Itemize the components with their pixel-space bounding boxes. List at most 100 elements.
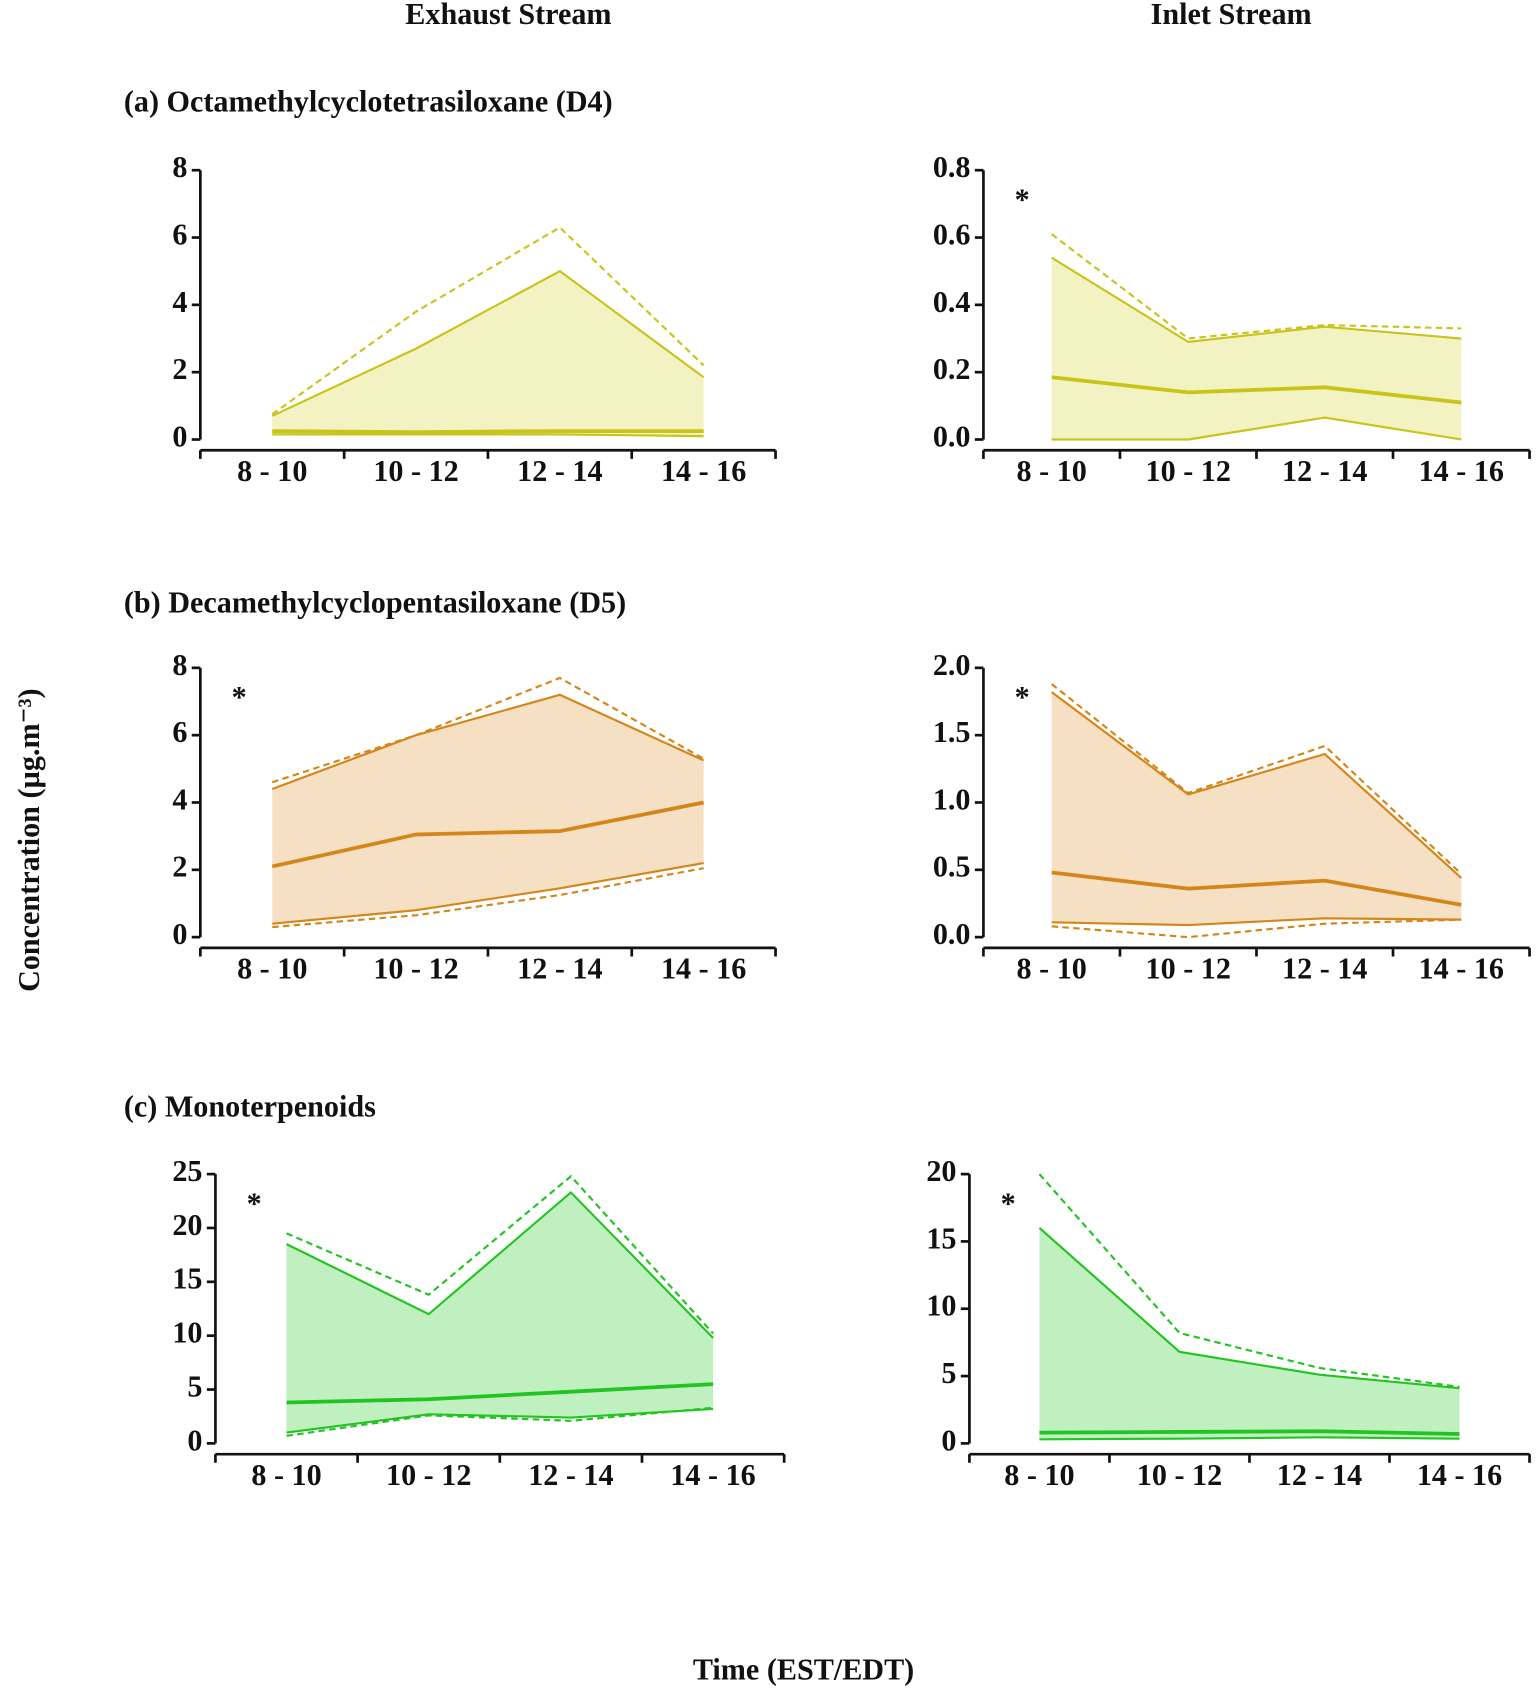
x-tick-label: 8 - 10 [1017,454,1087,488]
y-tick-label: 0.8 [933,150,971,184]
y-tick-label: 0.4 [933,285,971,319]
line [286,1382,714,1405]
x-tick-label: 8 - 10 [1004,1458,1074,1492]
dashed-line [271,676,705,784]
line [1051,870,1462,907]
dashed-line [272,867,704,929]
line [272,862,704,925]
x-axis-label: Time (EST/EDT) [693,1653,914,1687]
y-tick-label: 2 [172,352,187,386]
dashed-line [271,226,705,416]
line [286,1190,714,1339]
dashed-line [1051,683,1463,875]
x-tick-label: 10 - 12 [1146,454,1231,488]
dashed-line [1038,1173,1460,1388]
y-tick-label: 2 [172,850,187,884]
x-tick-label: 12 - 14 [517,952,602,986]
line [1051,416,1462,441]
y-axis-label: Concentration (µg.m⁻³) [12,688,46,991]
line [1038,1227,1460,1390]
annotation: * [1015,182,1030,216]
y-tick-label: 0 [172,419,187,453]
y-tick-label: 1.5 [933,715,971,749]
annotation: * [247,1186,262,1220]
y-tick-label: 0.0 [933,917,971,951]
band-area [1051,257,1462,440]
y-tick-label: 10 [172,1316,202,1350]
x-tick-label: 14 - 16 [1419,454,1504,488]
line [1051,691,1462,879]
y-tick-label: 8 [172,150,187,184]
x-tick-label: 14 - 16 [1419,952,1504,986]
y-tick-label: 0.5 [933,850,971,884]
row-title: (b) Decamethylcyclopentasiloxane (D5) [124,585,626,619]
y-tick-label: 6 [172,715,187,749]
y-tick-label: 5 [941,1356,956,1390]
y-tick-label: 20 [926,1154,956,1188]
x-tick-label: 14 - 16 [661,952,746,986]
x-tick-label: 10 - 12 [373,454,458,488]
x-tick-label: 12 - 14 [517,454,602,488]
y-tick-label: 1.0 [933,782,971,816]
x-tick-label: 8 - 10 [1017,952,1087,986]
x-tick-label: 12 - 14 [1277,1458,1362,1492]
y-tick-label: 15 [172,1262,202,1296]
y-tick-label: 2.0 [933,648,971,682]
x-tick-label: 10 - 12 [373,952,458,986]
line [1039,1436,1460,1441]
y-tick-label: 0.6 [933,217,971,251]
band-area [272,271,704,437]
x-tick-label: 10 - 12 [1137,1458,1222,1492]
y-tick-label: 4 [172,782,187,816]
band-area [272,694,704,924]
y-tick-label: 25 [172,1154,202,1188]
dashed-line [1051,918,1462,939]
column-title: Exhaust Stream [405,0,611,31]
y-tick-label: 15 [926,1221,956,1255]
y-tick-label: 0 [941,1423,956,1457]
line [1051,256,1462,343]
line [272,429,704,434]
x-tick-label: 8 - 10 [237,952,307,986]
line [271,693,705,791]
x-tick-label: 12 - 14 [528,1458,613,1492]
line [1051,917,1462,927]
dashed-line [286,1174,714,1335]
line [1039,1429,1460,1436]
dashed-line [286,1406,714,1437]
y-tick-label: 0 [187,1423,202,1457]
y-tick-label: 6 [172,217,187,251]
x-tick-label: 8 - 10 [251,1458,321,1492]
annotation: * [232,680,247,714]
y-tick-label: 10 [926,1289,956,1323]
row-title: (a) Octamethylcyclotetrasiloxane (D4) [124,84,613,118]
y-tick-label: 0.0 [933,419,971,453]
annotation: * [1001,1186,1016,1220]
y-tick-label: 4 [172,285,187,319]
y-tick-label: 8 [172,648,187,682]
line [1051,375,1462,405]
x-tick-label: 14 - 16 [670,1458,755,1492]
x-tick-label: 12 - 14 [1282,454,1367,488]
row-title: (c) Monoterpenoids [124,1089,376,1123]
line [271,800,705,869]
band-area [286,1192,714,1433]
y-tick-label: 5 [187,1369,202,1403]
annotation: * [1015,680,1030,714]
band-area [1051,692,1462,926]
line [271,269,705,417]
x-tick-label: 12 - 14 [1282,952,1367,986]
x-tick-label: 14 - 16 [661,454,746,488]
x-tick-label: 14 - 16 [1417,1458,1502,1492]
dashed-line [1051,233,1462,340]
line [272,433,704,438]
y-tick-label: 20 [172,1208,202,1242]
x-tick-label: 10 - 12 [1146,952,1231,986]
x-tick-label: 8 - 10 [237,454,307,488]
x-tick-label: 10 - 12 [386,1458,471,1492]
column-title: Inlet Stream [1151,0,1312,31]
y-tick-label: 0 [172,917,187,951]
band-area [1039,1227,1460,1440]
y-tick-label: 0.2 [933,352,971,386]
